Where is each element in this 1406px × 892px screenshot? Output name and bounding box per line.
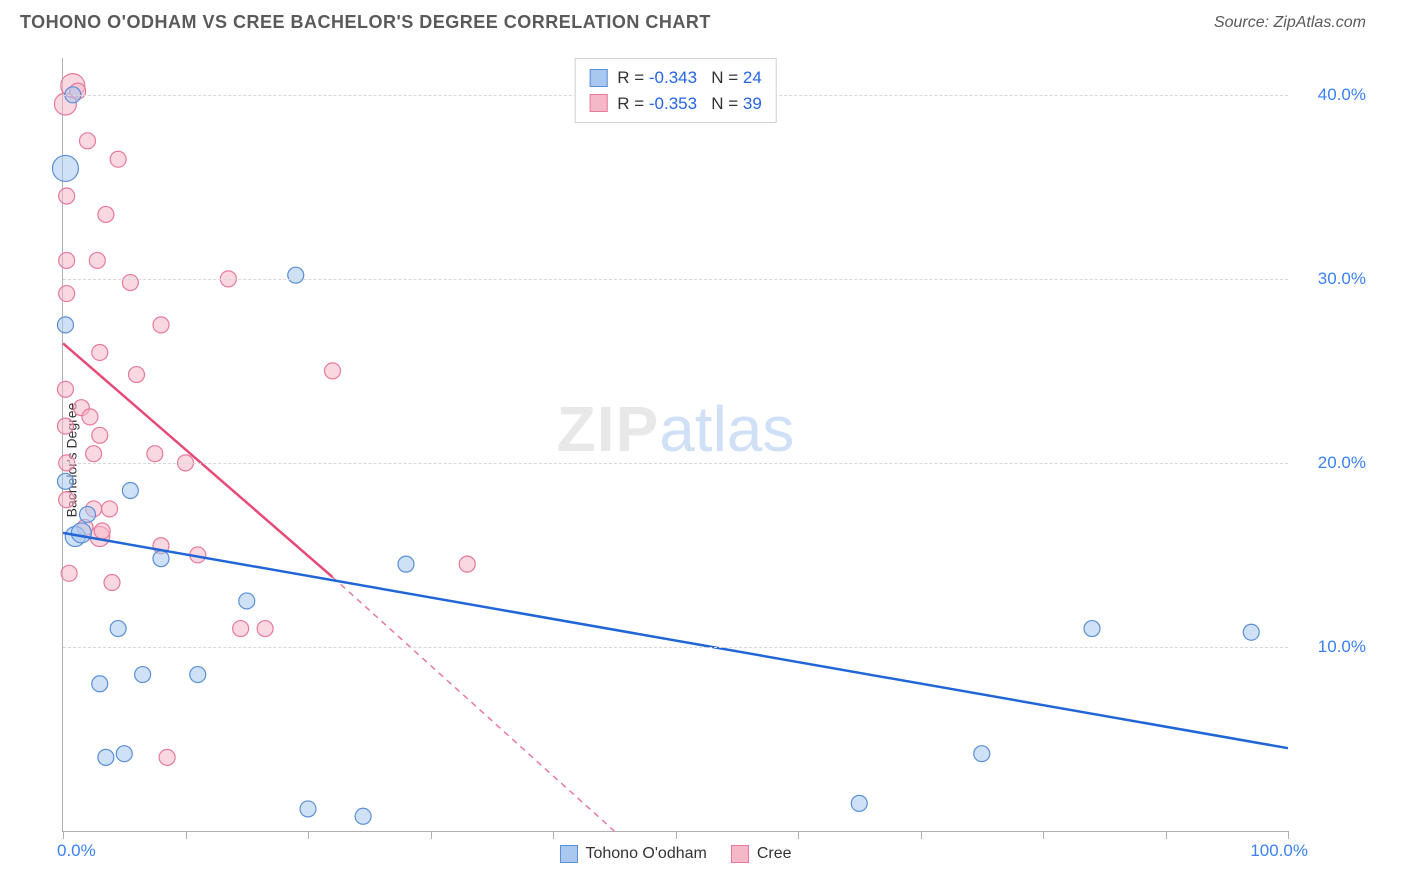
data-point xyxy=(80,133,96,149)
gridline xyxy=(63,463,1288,464)
data-point xyxy=(116,746,132,762)
data-point xyxy=(153,317,169,333)
chart-title: TOHONO O'ODHAM VS CREE BACHELOR'S DEGREE… xyxy=(20,12,711,33)
data-point xyxy=(129,367,145,383)
data-point xyxy=(147,446,163,462)
swatch-a-icon xyxy=(559,845,577,863)
chart-container: Bachelor's Degree ZIPatlas R = -0.343 N … xyxy=(20,48,1386,872)
data-point xyxy=(59,188,75,204)
series-legend: Tohono O'odham Cree xyxy=(559,845,791,863)
data-point xyxy=(1084,621,1100,637)
y-tick-label: 10.0% xyxy=(1318,637,1366,657)
data-point xyxy=(80,506,96,522)
data-point xyxy=(110,151,126,167)
data-point xyxy=(82,409,98,425)
legend-label-b: Cree xyxy=(757,845,792,863)
y-tick-label: 40.0% xyxy=(1318,85,1366,105)
plot-area: ZIPatlas R = -0.343 N = 24 R = -0.353 N … xyxy=(62,58,1288,832)
data-point xyxy=(257,621,273,637)
data-point xyxy=(52,155,78,181)
y-tick-label: 30.0% xyxy=(1318,269,1366,289)
data-point xyxy=(135,667,151,683)
data-point xyxy=(459,556,475,572)
x-tick xyxy=(308,831,309,839)
data-point xyxy=(94,523,110,539)
x-tick xyxy=(676,831,677,839)
data-point xyxy=(57,473,73,489)
x-tick xyxy=(431,831,432,839)
data-point xyxy=(153,551,169,567)
data-point xyxy=(59,492,75,508)
data-point xyxy=(61,565,77,581)
data-point xyxy=(59,286,75,302)
data-point xyxy=(98,749,114,765)
stats-row-a: R = -0.343 N = 24 xyxy=(589,65,762,91)
x-tick xyxy=(1166,831,1167,839)
y-tick-label: 20.0% xyxy=(1318,453,1366,473)
source-label: Source: ZipAtlas.com xyxy=(1214,14,1366,32)
swatch-a-icon xyxy=(589,69,607,87)
regression-line xyxy=(63,533,1288,748)
data-point xyxy=(851,795,867,811)
data-point xyxy=(233,621,249,637)
data-point xyxy=(325,363,341,379)
data-point xyxy=(1243,624,1259,640)
x-tick xyxy=(186,831,187,839)
data-point xyxy=(398,556,414,572)
data-point xyxy=(57,317,73,333)
data-point xyxy=(57,381,73,397)
legend-item-a: Tohono O'odham xyxy=(559,845,706,863)
gridline xyxy=(63,279,1288,280)
x-tick-label: 0.0% xyxy=(57,841,96,861)
data-point xyxy=(92,676,108,692)
data-point xyxy=(300,801,316,817)
x-tick-label: 100.0% xyxy=(1250,841,1308,861)
data-point xyxy=(104,575,120,591)
data-point xyxy=(288,267,304,283)
x-tick xyxy=(553,831,554,839)
data-point xyxy=(122,275,138,291)
stats-row-b: R = -0.353 N = 39 xyxy=(589,91,762,117)
swatch-b-icon xyxy=(589,94,607,112)
data-point xyxy=(190,667,206,683)
legend-item-b: Cree xyxy=(731,845,792,863)
data-point xyxy=(239,593,255,609)
x-tick xyxy=(63,831,64,839)
data-point xyxy=(92,427,108,443)
swatch-b-icon xyxy=(731,845,749,863)
x-tick xyxy=(921,831,922,839)
x-tick xyxy=(798,831,799,839)
data-point xyxy=(355,808,371,824)
data-point xyxy=(974,746,990,762)
plot-svg xyxy=(63,58,1288,831)
data-point xyxy=(59,252,75,268)
x-tick xyxy=(1043,831,1044,839)
data-point xyxy=(122,483,138,499)
regression-line xyxy=(333,577,615,831)
data-point xyxy=(98,206,114,222)
legend-label-a: Tohono O'odham xyxy=(585,845,706,863)
data-point xyxy=(92,344,108,360)
gridline xyxy=(63,647,1288,648)
stats-legend: R = -0.343 N = 24 R = -0.353 N = 39 xyxy=(574,58,777,123)
data-point xyxy=(86,446,102,462)
data-point xyxy=(89,252,105,268)
data-point xyxy=(57,418,73,434)
data-point xyxy=(159,749,175,765)
data-point xyxy=(71,523,91,543)
x-tick xyxy=(1288,831,1289,839)
data-point xyxy=(102,501,118,517)
data-point xyxy=(110,621,126,637)
